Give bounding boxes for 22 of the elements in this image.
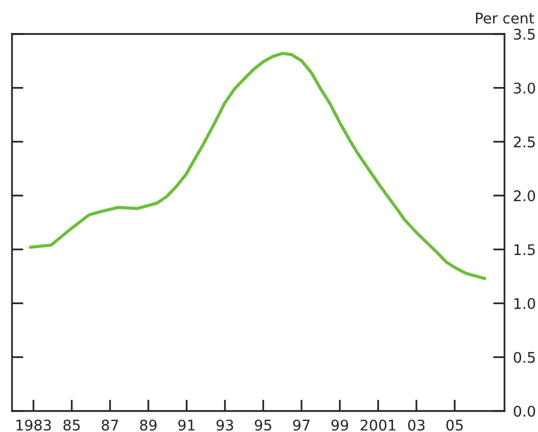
x-tick-label: 93 (216, 420, 234, 431)
y-tick-label: 3.0 (514, 82, 536, 94)
y-tick-label: 2.5 (514, 136, 535, 148)
x-tick-label: 1983 (16, 420, 51, 431)
line-series (28, 52, 486, 280)
x-tick-label: 99 (331, 420, 348, 431)
x-tick-label: 89 (140, 420, 157, 431)
y-tick-label: 0.0 (514, 406, 536, 417)
x-tick-label: 05 (446, 420, 463, 431)
y-tick-label: 0.5 (514, 352, 535, 363)
x-tick-label: 85 (63, 420, 80, 431)
y-tick-label: 1.0 (514, 298, 536, 310)
x-tick-label: 95 (254, 420, 272, 431)
y-axis-title: Per cent (476, 12, 534, 24)
y-tick-label: 2.0 (514, 190, 536, 202)
x-tick-label: 2001 (360, 420, 396, 431)
x-tick-label: 03 (408, 420, 425, 431)
y-tick-label: 1.5 (514, 244, 535, 256)
x-tick-label: 97 (293, 420, 310, 431)
y-tick-label: 3.5 (514, 28, 535, 40)
x-tick-label: 87 (102, 420, 118, 431)
x-tick-label: 91 (178, 420, 195, 431)
